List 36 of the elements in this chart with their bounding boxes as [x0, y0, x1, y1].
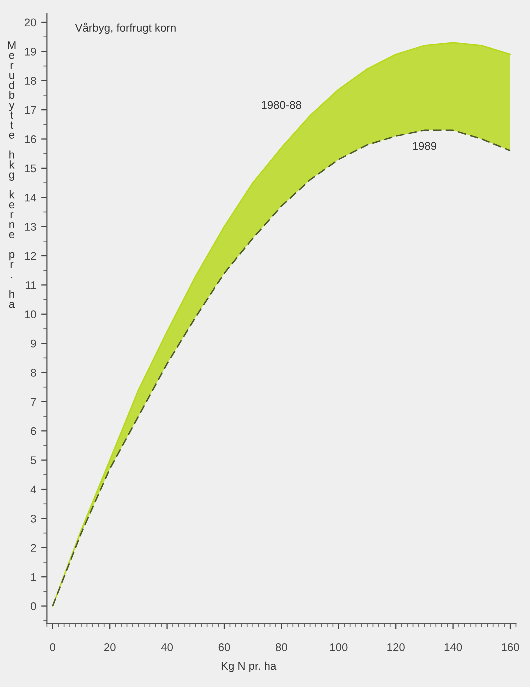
y-tick-label: 16	[25, 136, 36, 144]
x-tick-label: 60	[218, 644, 230, 652]
text: Merudbytte hkg kerne pr. ha	[8, 42, 16, 308]
x-tick-label: 100	[330, 644, 348, 652]
y-tick-label: 17	[25, 106, 36, 114]
series-label: 1980-88	[262, 101, 302, 110]
x-tick-label: 160	[502, 644, 520, 652]
y-tick-label: 20	[24, 18, 36, 27]
y-tick-label: 19	[25, 48, 36, 56]
y-tick-label: 4	[30, 486, 36, 494]
y-tick-label: 3	[31, 514, 36, 523]
y-tick-label: 15	[25, 164, 36, 173]
y-tick-label: 11	[26, 282, 36, 290]
y-tick-label: 6	[31, 427, 36, 436]
y-tick-label: 10	[25, 310, 36, 319]
text: Vårbyg, forfrugt korn	[75, 22, 176, 34]
y-tick-label: 7	[31, 398, 36, 406]
line-series	[52, 130, 512, 607]
y-tick-label: 0	[31, 602, 36, 610]
y-tick-label: 13	[25, 223, 36, 231]
x-tick-label: 0	[50, 644, 56, 652]
y-tick-label: 18	[25, 77, 36, 86]
x-tick-label: 20	[104, 644, 116, 652]
x-tick-label: 120	[388, 644, 405, 652]
y-tick-label: 12	[25, 252, 36, 260]
y-tick-label: 5	[31, 456, 36, 464]
x-tick-label: 40	[161, 644, 174, 652]
y-tick-label: 8	[31, 369, 36, 377]
series-label: 1989	[413, 142, 437, 150]
x-tick-label: 140	[444, 644, 462, 652]
y-tick-label: 14	[25, 194, 36, 202]
y-tick-label: 2	[31, 544, 36, 552]
y-tick-label: 9	[31, 340, 36, 348]
x-tick-label: 80	[276, 644, 288, 652]
y-tick-label: 1	[31, 573, 36, 582]
x-axis-title: Kg N pr. ha	[222, 662, 277, 672]
